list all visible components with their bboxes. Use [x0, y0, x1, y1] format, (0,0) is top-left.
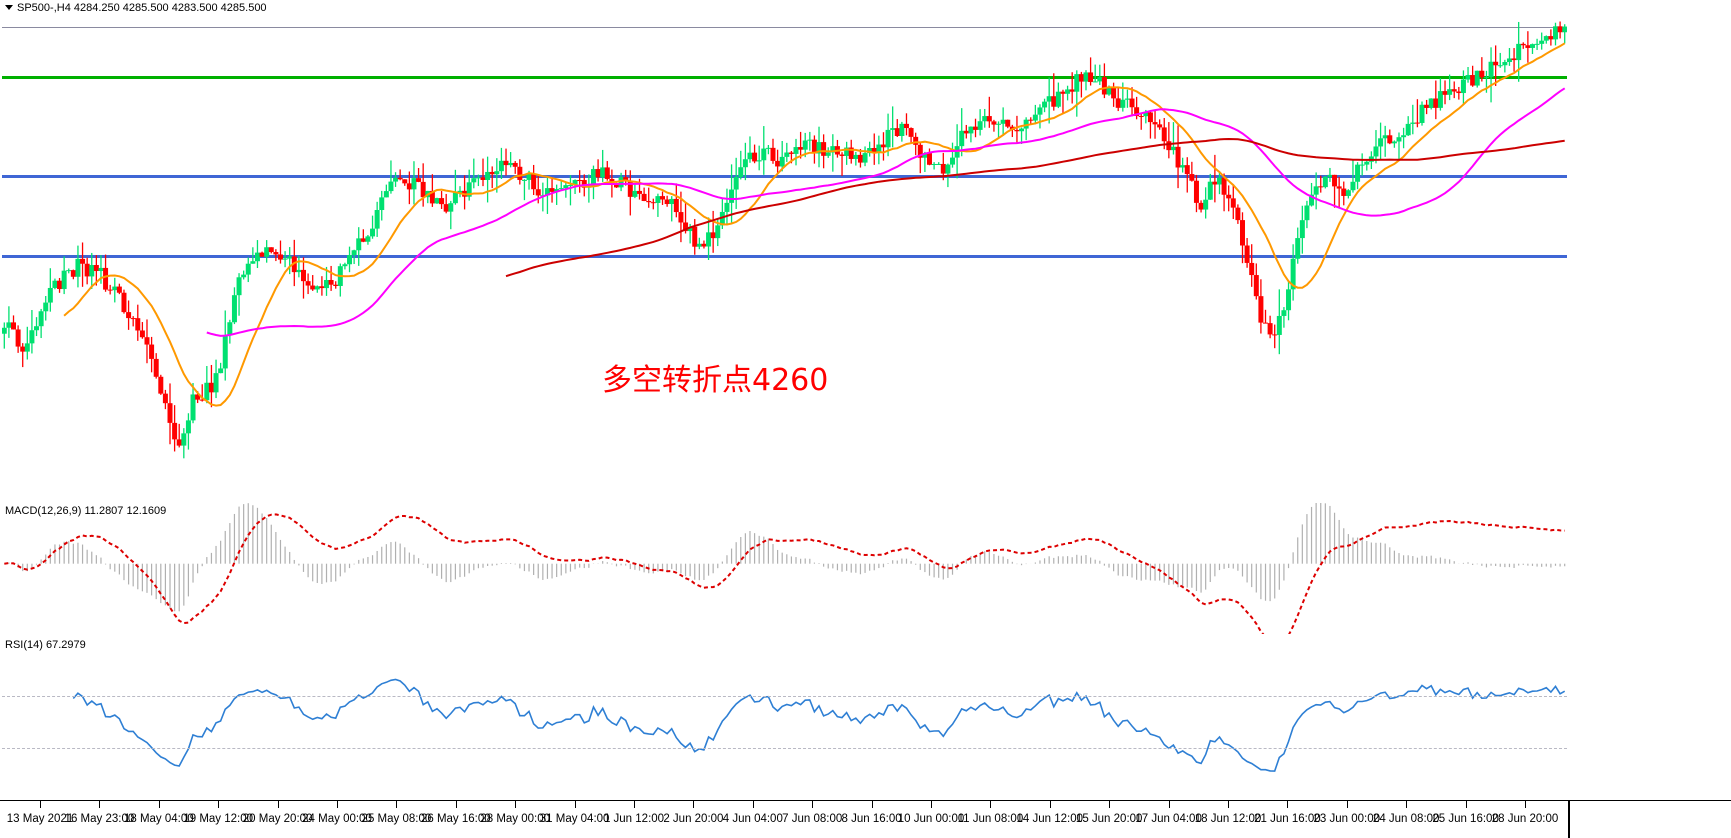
candlestick-series [2, 21, 1567, 459]
time-tick [693, 801, 695, 808]
time-tick [1168, 801, 1170, 808]
time-tick-label: 23 Jun 00:00 [1313, 813, 1381, 825]
time-tick [634, 801, 635, 808]
time-tick-label: 26 May 16:00 [420, 813, 491, 825]
time-tick [871, 801, 873, 808]
time-tick [1049, 801, 1051, 808]
time-tick [1525, 801, 1526, 808]
time-tick [337, 801, 338, 808]
time-tick [99, 801, 101, 808]
time-tick-label: 19 May 12:00 [183, 813, 254, 825]
time-tick-label: 1 Jun 12:00 [603, 813, 665, 825]
symbol-timeframe-ohlc-label: SP500-,H4 4284.250 4285.500 4283.500 428… [17, 2, 267, 14]
time-tick-label: 25 Jun 16:00 [1432, 813, 1499, 825]
time-tick [990, 801, 992, 808]
rsi-plot-area[interactable] [2, 637, 1567, 800]
time-tick [574, 801, 576, 808]
rsi-line [72, 678, 1566, 772]
time-tick [1228, 801, 1229, 808]
level-line-4210[interactable] [2, 175, 1567, 179]
time-tick-label: 7 Jun 08:00 [782, 813, 843, 825]
level-line-4260[interactable] [2, 76, 1567, 80]
time-tick [158, 801, 160, 808]
macd-plot-area[interactable] [2, 503, 1567, 634]
time-tick-label: 18 Jun 12:00 [1194, 813, 1262, 825]
time-tick-label: 31 May 04:00 [539, 813, 610, 825]
rsi-series [72, 678, 1566, 772]
time-tick [277, 801, 279, 808]
time-tick-label: 4 Jun 04:00 [722, 813, 783, 825]
time-tick [515, 801, 517, 808]
time-tick-label: 18 May 04:00 [123, 813, 194, 825]
time-tick-label: 16 May 23:00 [64, 813, 135, 825]
time-tick [396, 801, 398, 808]
time-tick [1109, 801, 1111, 808]
level-line-4170[interactable] [2, 254, 1567, 258]
time-tick [1287, 801, 1289, 808]
time-tick [752, 801, 754, 808]
time-tick-label: 28 Jun 20:00 [1491, 813, 1559, 825]
macd-series [4, 503, 1566, 634]
ma-mid-magenta [206, 87, 1566, 337]
time-tick-label: 10 Jun 00:00 [897, 813, 965, 825]
time-axis[interactable]: 13 May 2021 16 May 23:00 18 May 04:00 19 Ma… [0, 800, 1731, 838]
chart-annotation-text[interactable]: 多空转折点4260 [602, 363, 829, 398]
time-tick [1465, 801, 1467, 808]
ma-slow-red [505, 137, 1565, 278]
time-tick-label: 11 Jun 08:00 [957, 813, 1024, 825]
axis-corner [1568, 801, 1731, 838]
time-tick-label: 13 May 2021 [6, 813, 74, 825]
time-tick-label: 28 May 00:00 [480, 813, 551, 825]
time-tick [40, 801, 41, 808]
time-tick [218, 801, 220, 808]
time-tick [455, 801, 457, 808]
time-tick [812, 801, 814, 808]
time-tick [1346, 801, 1348, 808]
time-tick-label: 24 Jun 08:00 [1372, 813, 1440, 825]
macd-signal-line [4, 513, 1565, 634]
rsi-label: RSI(14) 67.2979 [5, 639, 86, 651]
time-tick-label: 2 Jun 20:00 [663, 813, 724, 825]
time-tick-label: 15 Jun 20:00 [1075, 813, 1143, 825]
time-tick-label: 17 Jun 04:00 [1135, 813, 1202, 825]
time-tick-label: 8 Jun 16:00 [841, 813, 902, 825]
last-price-line[interactable] [2, 26, 1567, 28]
collapse-triangle-icon[interactable] [5, 5, 13, 10]
time-tick-label: 24 May 00:00 [302, 813, 372, 825]
time-tick-label: 20 May 20:00 [242, 813, 313, 825]
time-tick-label: 25 May 08:00 [361, 813, 432, 825]
time-tick-label: 21 Jun 16:00 [1254, 813, 1321, 825]
ma-fast-orange [63, 42, 1566, 407]
price-plot-area[interactable]: 多空转折点4260 [2, 0, 1567, 498]
rsi-level-line-30 [2, 748, 1567, 749]
time-tick [931, 801, 932, 808]
time-tick [1406, 801, 1408, 808]
rsi-level-line-70 [2, 696, 1567, 697]
macd-label: MACD(12,26,9) 11.2807 12.1609 [5, 505, 167, 517]
time-tick-label: 14 Jun 12:00 [1016, 813, 1084, 825]
